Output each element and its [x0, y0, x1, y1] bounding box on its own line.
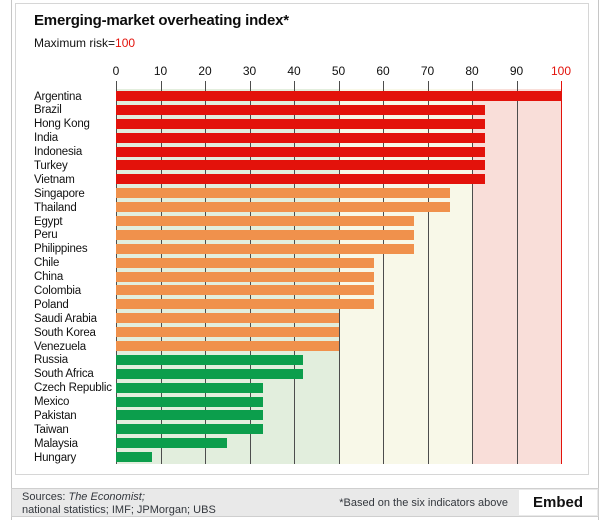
subtitle-prefix: Maximum risk=: [34, 36, 116, 50]
gridline-90: [516, 81, 518, 464]
gridline-70: [427, 81, 429, 464]
bar-turkey: [116, 160, 486, 171]
bar-malaysia: [116, 438, 228, 449]
x-tick-label-0: 0: [112, 64, 120, 78]
bar-philippines: [116, 243, 415, 254]
x-tick-label-10: 10: [153, 64, 168, 78]
x-tick-label-60: 60: [376, 64, 390, 78]
gridline-100: [561, 81, 562, 464]
footnote-text: *Based on the six indicators above: [339, 497, 508, 509]
sources-line-2: national statistics; IMF; JPMorgan; UBS: [22, 503, 216, 516]
bar-russia: [116, 354, 303, 365]
bar-peru: [116, 229, 415, 240]
country-label-czech-republic: Czech Republic: [34, 382, 112, 395]
country-label-brazil: Brazil: [34, 104, 62, 117]
plot-area: [116, 81, 562, 464]
country-label-china: China: [34, 271, 64, 284]
gridline-60: [383, 81, 384, 464]
bar-pakistan: [116, 410, 263, 421]
gridline-80: [472, 81, 473, 464]
bar-czech-republic: [116, 382, 263, 393]
x-tick-label-100: 100: [550, 64, 572, 78]
country-label-india: India: [34, 132, 58, 145]
bar-thailand: [116, 202, 450, 213]
bar-colombia: [116, 285, 375, 296]
bar-taiwan: [116, 424, 263, 435]
sources-line-1: Sources: The Economist;: [22, 491, 145, 503]
x-tick-label-30: 30: [242, 64, 257, 78]
x-axis: 0 10 20 30 40 50 60 70 80 90 100: [112, 64, 571, 80]
country-label-russia: Russia: [34, 354, 68, 367]
x-tick-label-20: 20: [198, 64, 212, 78]
x-tick-label-70: 70: [420, 64, 435, 78]
country-label-south-korea: South Korea: [34, 326, 96, 339]
x-tick-label-50: 50: [331, 64, 346, 78]
country-label-hong-kong: Hong Kong: [34, 118, 90, 131]
country-label-colombia: Colombia: [34, 284, 81, 297]
x-tick-label-80: 80: [465, 64, 479, 78]
chart-title: Emerging-market overheating index*: [34, 12, 289, 29]
chart-subtitle: Maximum risk=100: [34, 36, 135, 50]
subtitle-max-value: 100: [115, 36, 136, 50]
embed-button[interactable]: Embed: [519, 490, 597, 515]
bar-venezuela: [116, 341, 339, 351]
country-label-thailand: Thailand: [34, 201, 77, 214]
country-label-chile: Chile: [34, 257, 60, 270]
bar-vietnam: [116, 174, 486, 185]
bar-poland: [116, 299, 375, 310]
sources-publication: The Economist;: [68, 491, 145, 503]
bar-mexico: [116, 396, 263, 407]
bar-egypt: [116, 216, 415, 226]
bar-indonesia: [116, 146, 486, 157]
x-tick-label-90: 90: [509, 64, 524, 78]
country-label-turkey: Turkey: [34, 159, 68, 172]
country-label-egypt: Egypt: [34, 215, 63, 228]
country-label-pakistan: Pakistan: [34, 409, 77, 422]
bar-argentina: [116, 91, 561, 101]
bar-china: [116, 271, 375, 282]
bar-chile: [116, 257, 375, 268]
x-tick-label-40: 40: [287, 64, 301, 78]
bar-india: [116, 132, 486, 143]
bar-brazil: [116, 104, 486, 115]
country-label-vietnam: Vietnam: [34, 173, 75, 186]
bar-saudi-arabia: [116, 313, 339, 324]
bar-hong-kong: [116, 118, 486, 129]
country-label-argentina: Argentina: [34, 90, 82, 103]
country-label-poland: Poland: [34, 298, 69, 311]
country-label-hungary: Hungary: [34, 451, 77, 464]
country-label-peru: Peru: [34, 229, 58, 242]
bar-south-korea: [116, 327, 339, 338]
country-label-taiwan: Taiwan: [34, 423, 69, 436]
sources-text: Sources: The Economist; national statist…: [22, 491, 216, 516]
country-label-saudi-arabia: Saudi Arabia: [34, 312, 97, 325]
country-label-indonesia: Indonesia: [34, 146, 83, 159]
bar-singapore: [116, 188, 450, 199]
country-label-venezuela: Venezuela: [34, 340, 86, 353]
bar-south-africa: [116, 368, 303, 379]
country-label-mexico: Mexico: [34, 396, 70, 409]
chart-panel: Emerging-market overheating index* Maxim…: [15, 3, 589, 475]
country-label-malaysia: Malaysia: [34, 437, 78, 450]
country-label-singapore: Singapore: [34, 187, 85, 200]
country-labels: Argentina Brazil Hong Kong India Indonesia Tu…: [34, 89, 116, 464]
footer-bar: Sources: The Economist; national statist…: [11, 488, 599, 517]
country-label-south-africa: South Africa: [34, 368, 94, 381]
bar-hungary: [116, 452, 152, 463]
country-label-philippines: Philippines: [34, 243, 88, 256]
